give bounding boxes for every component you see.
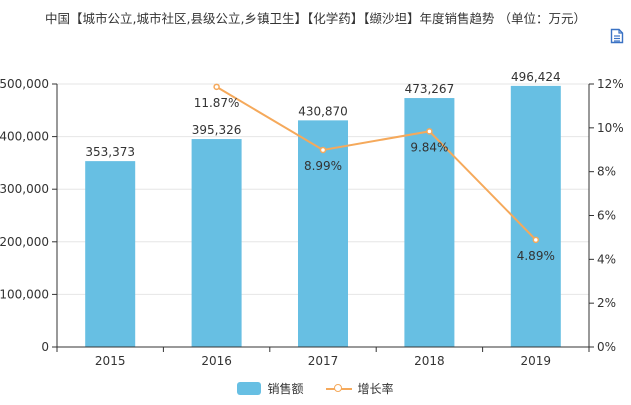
bar-value-label: 473,267 (405, 82, 455, 96)
x-tick-label: 2015 (95, 354, 126, 368)
chart-plot: 0 100,000 200,000 300,000 400,000 500,000 0% 2%… (0, 70, 624, 368)
growth-rate-label: 4.89% (517, 249, 555, 263)
y-right-tick-label: 10% (597, 121, 624, 135)
bar-2015[interactable] (85, 161, 136, 347)
growth-rate-point[interactable] (532, 236, 540, 244)
growth-rate-point[interactable] (426, 128, 433, 135)
x-tick-label: 2016 (201, 354, 232, 368)
chart-title: 中国【城市公立,城市社区,县级公立,乡镇卫生】【化学药】【缬沙坦】年度销售趋势 … (45, 11, 586, 26)
bar-2016[interactable] (191, 139, 242, 347)
y-left-tick-label: 100,000 (0, 287, 49, 301)
y-left-tick-label: 200,000 (0, 235, 49, 249)
bar-value-label: 353,373 (85, 145, 135, 159)
y-right-tick-label: 2% (597, 296, 616, 310)
y-right-tick-label: 6% (597, 209, 616, 223)
legend-line-swatch (325, 382, 352, 395)
y-right-tick-label: 4% (597, 252, 616, 266)
document-icon[interactable] (610, 28, 624, 44)
x-tick-label: 2019 (521, 354, 552, 368)
x-tick-label: 2018 (414, 354, 445, 368)
growth-rate-line (216, 85, 537, 241)
y-left-tick-label: 300,000 (0, 182, 49, 196)
growth-rate-point[interactable] (319, 146, 327, 154)
bar-value-label: 496,424 (511, 70, 561, 84)
legend-label-sales: 销售额 (267, 382, 304, 396)
y-left-tick-label: 500,000 (0, 77, 49, 91)
legend-item-growth[interactable]: 增长率 (325, 380, 394, 397)
growth-rate-label: 8.99% (304, 159, 342, 173)
growth-rate-label: 9.84% (410, 140, 448, 154)
legend-item-sales[interactable]: 销售额 (237, 380, 304, 397)
bar-2019[interactable] (510, 85, 561, 347)
y-left-tick-label: 400,000 (0, 130, 49, 144)
growth-rate-point[interactable] (213, 83, 220, 91)
y-right-tick-label: 0% (597, 340, 616, 354)
legend-label-growth: 增长率 (357, 382, 394, 396)
y-right-tick-label: 8% (597, 165, 616, 179)
y-left-tick-label: 0 (41, 340, 49, 354)
y-right-tick-label: 12% (597, 77, 624, 91)
legend-bar-swatch (237, 382, 262, 395)
growth-rate-label: 11.87% (194, 96, 240, 110)
x-tick-label: 2017 (308, 354, 339, 368)
legend: 销售额 增长率 (0, 380, 631, 397)
bar-2018[interactable] (404, 98, 455, 348)
bar-2017[interactable] (298, 120, 348, 347)
bar-value-label: 395,326 (192, 123, 242, 137)
bar-value-label: 430,870 (298, 104, 348, 118)
